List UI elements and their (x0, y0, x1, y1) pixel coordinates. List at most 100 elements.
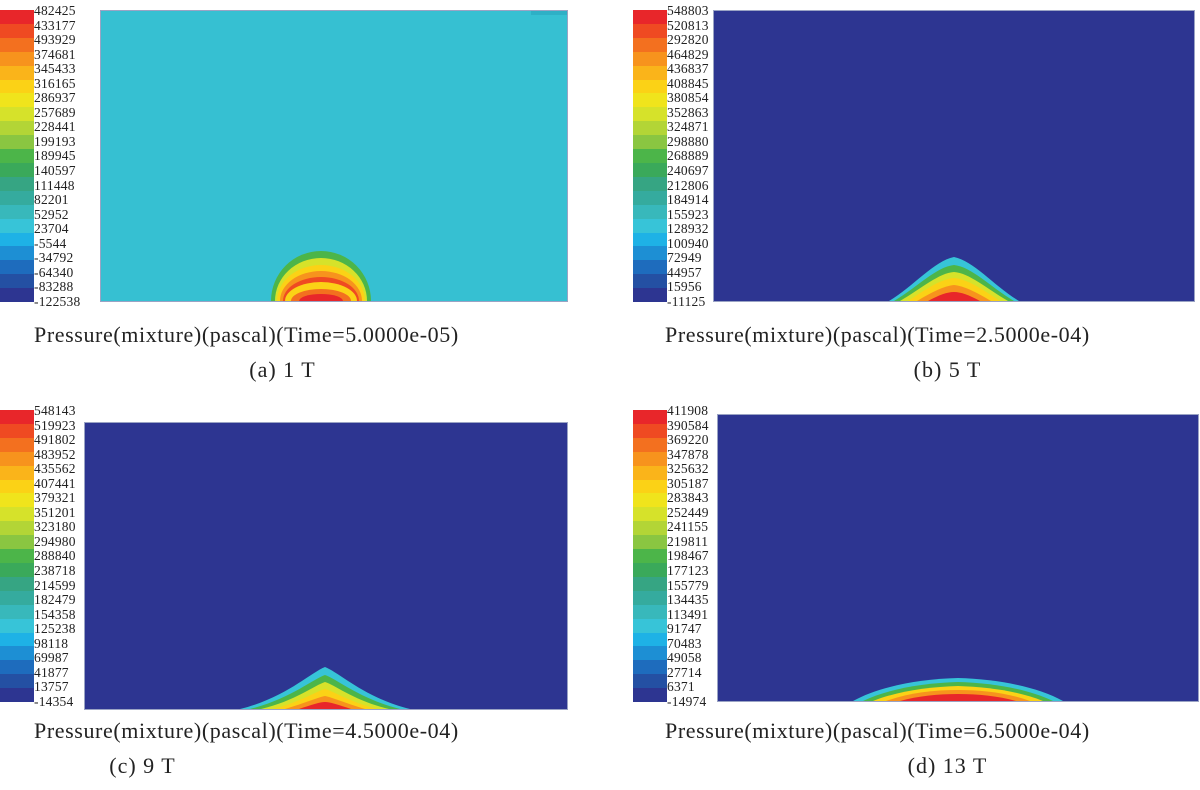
colorbar-swatch (0, 632, 34, 647)
colorbar-label: 352863 (667, 104, 709, 120)
colorbar-label: 113491 (667, 606, 709, 622)
colorbar-label: 41877 (34, 664, 69, 680)
colorbar-label: 184914 (667, 192, 709, 208)
colorbar-label: 228441 (34, 119, 76, 135)
colorbar-label: 72949 (667, 250, 702, 266)
colorbar-swatch (0, 479, 34, 494)
colorbar-swatch (633, 232, 667, 247)
colorbar-swatch (0, 549, 34, 563)
colorbar-swatch (633, 176, 667, 191)
colorbar-swatch (633, 51, 667, 66)
colorbar-label: 411908 (667, 403, 709, 418)
colorbar-swatch (633, 618, 667, 633)
colorbar-swatch (0, 79, 34, 94)
colorbar-swatch (0, 65, 34, 80)
colorbar-label: 407441 (34, 475, 76, 491)
colorbar-swatch (633, 674, 667, 689)
colorbar-swatch (633, 521, 667, 536)
colorbar-swatch (633, 604, 667, 619)
colorbar-swatch (633, 204, 667, 219)
colorbar-swatch (633, 465, 667, 480)
colorbar-swatch (633, 288, 667, 303)
colorbar-swatch (0, 176, 34, 191)
colorbar-label: 323180 (34, 519, 76, 535)
colorbar-label: 70483 (667, 635, 702, 651)
colorbar (633, 10, 667, 303)
colorbar-swatch (633, 632, 667, 647)
colorbar-label: 283843 (667, 490, 709, 506)
colorbar (633, 410, 667, 703)
colorbar-label: 347878 (667, 446, 709, 462)
colorbar-labels: 548143 519923 491802 483952 435562 407441 3793… (34, 404, 76, 708)
colorbar-label: 44957 (667, 264, 702, 280)
colorbar-swatch (633, 423, 667, 438)
pressure-contour-plot (713, 10, 1195, 302)
colorbar-swatch (633, 93, 667, 108)
colorbar-swatch (633, 479, 667, 494)
colorbar-swatch (633, 79, 667, 94)
colorbar-swatch (633, 121, 667, 136)
colorbar-swatch (633, 274, 667, 289)
colorbar-label: -14354 (34, 693, 74, 709)
colorbar-label: 268889 (667, 148, 709, 164)
colorbar-label: -122538 (34, 293, 81, 309)
panel-c: 548143 519923 491802 483952 435562 407441 3793… (0, 400, 600, 790)
colorbar-swatch (633, 590, 667, 605)
colorbar-label: -14974 (667, 693, 707, 709)
colorbar-label: -11125 (667, 293, 706, 309)
colorbar-swatch (0, 576, 34, 591)
colorbar-swatch (633, 149, 667, 163)
colorbar-swatch (633, 246, 667, 261)
colorbar-swatch (633, 37, 667, 52)
colorbar-label: 324871 (667, 119, 709, 135)
colorbar-swatch (0, 23, 34, 38)
subfigure-caption: (b) 5 T (913, 357, 982, 382)
colorbar-label: 436837 (667, 61, 709, 77)
colorbar-label: 125238 (34, 621, 76, 637)
colorbar-label: 240697 (667, 163, 709, 179)
colorbar-swatch (633, 507, 667, 522)
colorbar-label: 49058 (667, 650, 702, 666)
colorbar-swatch (0, 646, 34, 661)
colorbar-labels: 482425 433177 493929 374681 345433 316165 2869… (34, 4, 80, 308)
colorbar-label: 52952 (34, 206, 69, 222)
plot-background (101, 11, 567, 301)
colorbar-label: 548803 (667, 3, 709, 18)
colorbar-swatch (0, 93, 34, 108)
colorbar-swatch (633, 190, 667, 205)
colorbar-label: 548143 (34, 403, 76, 418)
colorbar-swatch (0, 688, 34, 703)
colorbar-swatch (0, 521, 34, 536)
colorbar-label: 292820 (667, 32, 709, 48)
colorbar-label: 257689 (34, 104, 76, 120)
colorbar-swatch (0, 562, 34, 577)
colorbar-label: 13757 (34, 679, 69, 695)
colorbar-swatch (0, 232, 34, 247)
colorbar-swatch (633, 562, 667, 577)
colorbar-label: 212806 (667, 177, 709, 193)
colorbar-swatch (0, 674, 34, 689)
subfigure-caption: (c) 9 T (109, 753, 176, 778)
colorbar-swatch (633, 549, 667, 563)
colorbar-label: 128932 (667, 221, 709, 237)
colorbar-label: 520813 (667, 17, 709, 33)
colorbar-label: 408845 (667, 75, 709, 91)
colorbar-swatch (0, 37, 34, 52)
panel-d: 411908 390584 369220 347878 325632 305187 2838… (633, 400, 1200, 790)
colorbar (0, 410, 34, 703)
colorbar-label: 155779 (667, 577, 709, 593)
colorbar-label: 325632 (667, 461, 709, 477)
colorbar-label: 433177 (34, 17, 76, 33)
colorbar-label: 182479 (34, 592, 76, 608)
colorbar-swatch (0, 121, 34, 136)
colorbar-swatch (633, 10, 667, 24)
colorbar-label: 491802 (34, 432, 76, 448)
colorbar-swatch (0, 204, 34, 219)
colorbar-swatch (633, 218, 667, 233)
colorbar-label: 134435 (667, 592, 709, 608)
colorbar-label: 379321 (34, 490, 76, 506)
colorbar-swatch (633, 660, 667, 675)
colorbar-label: 140597 (34, 163, 76, 179)
colorbar-label: 305187 (667, 475, 709, 491)
colorbar-label: 6371 (667, 679, 695, 695)
